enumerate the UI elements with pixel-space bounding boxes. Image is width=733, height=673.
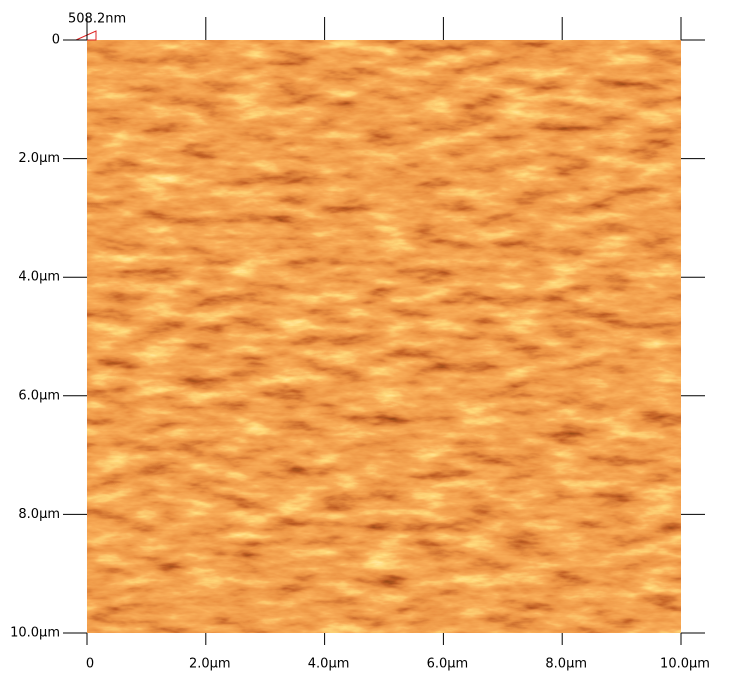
x-tick-label: 10.0µm (660, 657, 710, 672)
x-tick-label: 6.0µm (427, 657, 469, 672)
height-scale-label: 508.2nm (68, 12, 126, 27)
y-tick-label: 4.0µm (18, 270, 60, 285)
afm-image (87, 40, 681, 633)
y-tick-label: 6.0µm (18, 388, 60, 403)
x-tick-label: 4.0µm (308, 657, 350, 672)
x-tick-label: 0 (86, 657, 94, 672)
y-tick-label: 2.0µm (18, 151, 60, 166)
y-tick-label: 10.0µm (10, 626, 60, 641)
y-tick-label: 8.0µm (18, 507, 60, 522)
y-tick-label: 0 (52, 33, 60, 48)
x-tick-label: 8.0µm (545, 657, 587, 672)
x-tick-label: 2.0µm (189, 657, 231, 672)
afm-figure: 508.2nm 0 2.0µm 4.0µm 6.0µm 8.0µm 10.0µm 0 2.0µ… (0, 0, 733, 673)
scale-marker (76, 31, 96, 40)
